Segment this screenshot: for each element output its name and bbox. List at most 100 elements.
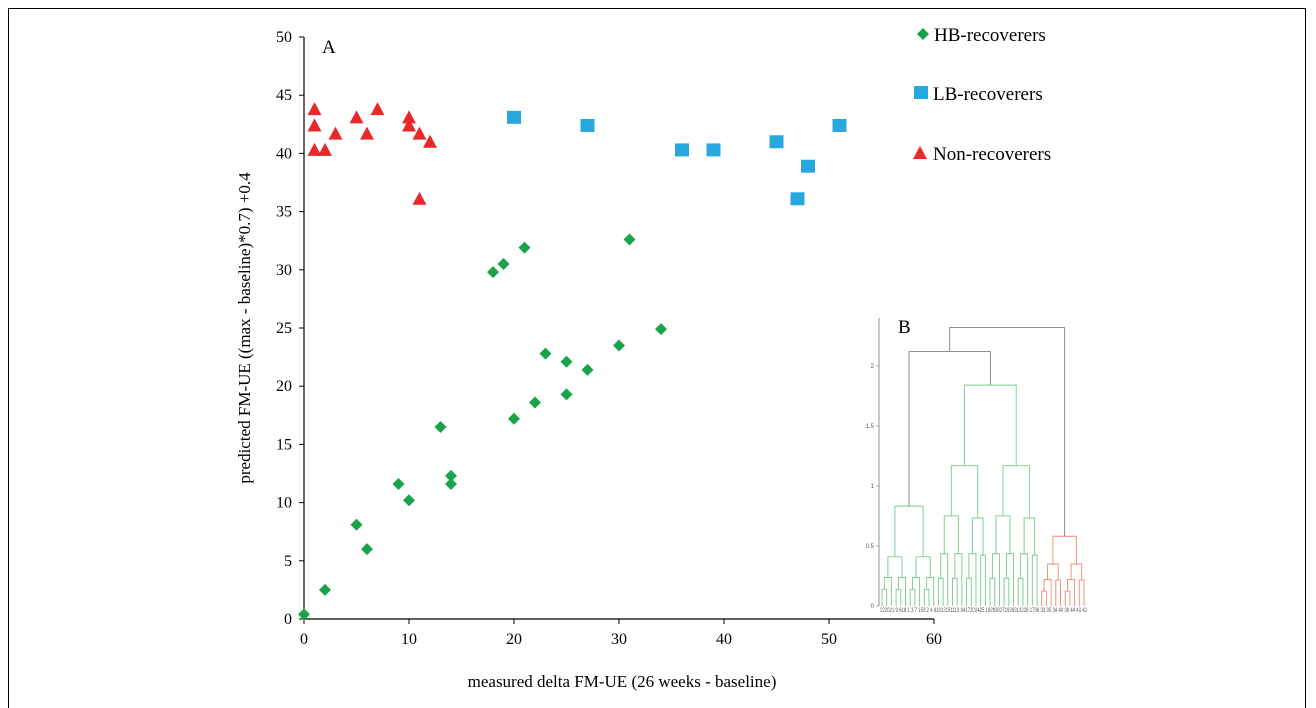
dendrogram-link	[943, 515, 959, 554]
dendrogram-link	[883, 577, 892, 606]
dendrogram-link	[1017, 577, 1024, 606]
non-point	[402, 110, 416, 124]
dendrogram-link	[1020, 553, 1029, 606]
non-point	[349, 110, 364, 124]
dendrogram-link	[1070, 563, 1083, 581]
dendrogram-link	[897, 577, 906, 606]
dendrogram-link	[952, 577, 958, 606]
dendrogram-link	[950, 465, 979, 518]
dendrogram-link	[1067, 578, 1076, 606]
non-point	[412, 191, 427, 205]
x-tick-label: 40	[716, 631, 732, 648]
hb-point	[350, 518, 363, 531]
dendrogram-link	[1031, 554, 1038, 606]
dendrogram-link	[964, 384, 1017, 466]
y-tick-label: 0	[284, 611, 292, 628]
hb-point	[319, 583, 331, 596]
x-axis-label: measured delta FM-UE (26 weeks - baselin…	[468, 672, 777, 691]
dendrogram-leaf-labels: 222021 9 618 1 3 7 153 2 4 81012151113 9…	[880, 608, 1087, 614]
non-point	[307, 118, 322, 132]
lb-point	[507, 110, 521, 124]
x-tick-label: 60	[926, 631, 942, 648]
hb-point	[655, 323, 667, 336]
hb-point	[298, 608, 310, 621]
x-tick-label: 20	[506, 631, 522, 648]
inset-y-tick-label: 1	[871, 484, 875, 490]
y-tick-label: 45	[276, 87, 292, 104]
non-point	[307, 102, 322, 116]
y-axis-label: predicted FM-UE ((max - baseline)*0.7) +…	[235, 172, 254, 484]
dendrogram-link	[1041, 590, 1047, 606]
dendrogram-link	[926, 577, 935, 606]
dendrogram-link	[968, 553, 977, 606]
hb-point	[434, 420, 447, 433]
y-tick-label: 35	[276, 204, 292, 221]
dendrogram-link	[1023, 517, 1036, 556]
lb-point	[706, 143, 721, 157]
legend-marker-hb	[917, 28, 929, 40]
y-ticks: 0 5 10 15 20 25 30 35 40 45 50	[276, 29, 304, 628]
y-tick-label: 10	[276, 495, 292, 512]
non-point	[412, 126, 427, 140]
hb-point	[539, 347, 552, 360]
y-tick-label: 5	[284, 553, 292, 570]
dendrogram-link	[915, 556, 931, 578]
dendrogram-link	[971, 517, 984, 556]
inset-y-tick-label: 0.5	[866, 544, 875, 550]
hb-point	[529, 396, 541, 409]
dendrogram-inset: 0 0.5 1 1.5 2 B 222021 9 618 1 3 7 153 2 4 8…	[866, 317, 1088, 614]
hb-point	[623, 233, 636, 246]
lb-point	[790, 192, 805, 206]
figure-frame	[8, 8, 1306, 708]
dendrogram-link	[881, 588, 888, 606]
dendrogram-link	[1078, 579, 1085, 606]
dendrogram-link	[1003, 577, 1010, 606]
lb-point	[801, 159, 815, 173]
hb-point	[392, 477, 405, 490]
x-tick-label: 30	[611, 631, 627, 648]
x-tick-label: 50	[821, 631, 837, 648]
inset-y-tick-label: 1.5	[866, 424, 875, 430]
lb-point	[832, 118, 847, 132]
non-point	[307, 142, 322, 156]
panel-label-b: B	[898, 317, 911, 338]
legend-marker-lb	[914, 86, 928, 99]
dendrogram-link	[923, 588, 930, 606]
dendrogram-links	[881, 327, 1085, 606]
dendrogram-link	[949, 327, 1066, 537]
hb-point	[508, 412, 520, 425]
dendrogram-link	[1002, 465, 1030, 518]
non-point	[370, 102, 385, 116]
hb-point	[445, 477, 457, 490]
y-tick-label: 15	[276, 436, 292, 453]
dendrogram-link	[1043, 578, 1052, 606]
non-point	[360, 126, 374, 140]
dendrogram-link	[1064, 590, 1071, 606]
dendrogram-link	[909, 588, 916, 606]
inset-y-ticks: 0 0.5 1 1.5 2	[866, 364, 879, 610]
hb-point	[445, 469, 457, 482]
legend-label-hb: HB-recoverers	[934, 25, 1046, 46]
hb-point	[518, 241, 531, 254]
dendrogram-link	[1055, 579, 1061, 606]
hb-point	[361, 543, 373, 556]
dendrogram-link	[954, 553, 963, 606]
dendrogram-link	[1006, 553, 1014, 606]
legend-marker-non	[913, 146, 927, 159]
panel-label-a: A	[322, 37, 336, 58]
inset-y-tick-label: 2	[871, 364, 875, 370]
inset-y-tick-label: 0	[871, 604, 875, 610]
dendrogram-link	[894, 505, 924, 557]
x-ticks: 0 10 20 30 40 50 60	[300, 619, 942, 648]
data-points	[298, 102, 847, 621]
dendrogram-link	[980, 554, 986, 606]
non-point	[423, 134, 437, 148]
hb-point	[581, 363, 594, 376]
dendrogram-link	[937, 577, 944, 606]
x-tick-label: 0	[300, 631, 308, 648]
dendrogram-link	[989, 577, 996, 606]
y-tick-label: 25	[276, 320, 292, 337]
hb-point	[560, 388, 573, 401]
dendrogram-link	[1047, 563, 1059, 581]
